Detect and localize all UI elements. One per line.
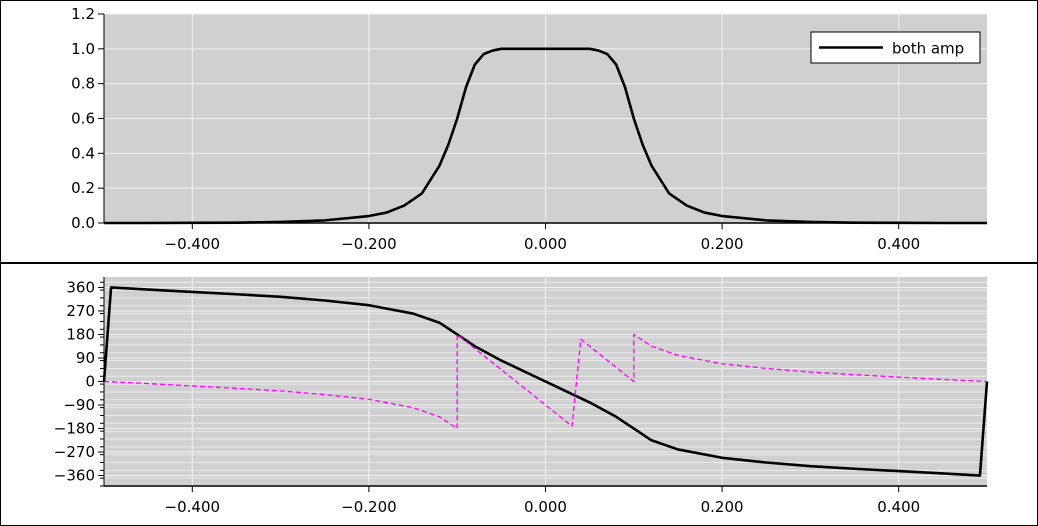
y-tick-label: −270 xyxy=(54,443,95,461)
x-tick-label: −0.400 xyxy=(165,498,221,516)
y-tick-label: 1.2 xyxy=(71,5,95,23)
x-tick-label: −0.200 xyxy=(341,498,397,516)
y-tick-label: 0.2 xyxy=(71,179,95,197)
series-line-1 xyxy=(102,286,989,477)
y-tick-label: 0.4 xyxy=(71,144,95,162)
series-line-1 xyxy=(104,47,987,225)
x-tick-label: 0.200 xyxy=(701,235,744,253)
amplitude-chart: 0.0 0.2 0.4 0.6 0.8 1.0 1.2 −0.400 −0.200 0.000 0.… xyxy=(71,5,987,253)
y-tick-label: 0.6 xyxy=(71,110,95,128)
x-tick-label: −0.400 xyxy=(165,235,221,253)
phase-chart: −360 −270 −180 −90 0 90 180 270 360 −0.400 −0.200 0… xyxy=(54,277,989,516)
legend-label: both amp xyxy=(892,40,964,58)
y-tick-label: 360 xyxy=(66,278,95,296)
amplitude-panel: 0.0 0.2 0.4 0.6 0.8 1.0 1.2 −0.400 −0.200 0.000 0.… xyxy=(0,0,1038,263)
phase-panel: −360 −270 −180 −90 0 90 180 270 360 −0.400 −0.200 0… xyxy=(0,263,1038,526)
y-tick-label: 0.8 xyxy=(71,75,95,93)
series-line-2 xyxy=(103,333,988,430)
y-tick-label: −180 xyxy=(54,420,95,438)
x-tick-label: −0.200 xyxy=(341,235,397,253)
y-tick-label: 180 xyxy=(66,325,95,343)
y-tick-label: −90 xyxy=(63,396,95,414)
x-tick-label: 0.200 xyxy=(701,498,744,516)
x-tick-label: 0.400 xyxy=(877,235,920,253)
legend: both amp xyxy=(810,31,981,64)
y-tick-label: 0 xyxy=(85,373,95,391)
y-tick-label: 1.0 xyxy=(71,40,95,58)
x-tick-label: 0.000 xyxy=(524,498,567,516)
y-tick-label: 270 xyxy=(66,302,95,320)
y-tick-label: 90 xyxy=(76,349,95,367)
x-tick-label: 0.400 xyxy=(877,498,920,516)
x-tick-label: 0.000 xyxy=(524,235,567,253)
y-tick-label: −360 xyxy=(54,467,95,485)
y-tick-label: 0.0 xyxy=(71,214,95,232)
